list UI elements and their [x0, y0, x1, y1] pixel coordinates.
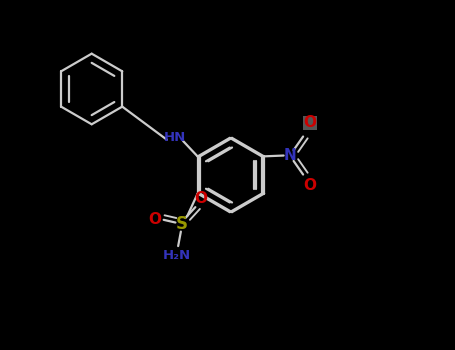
Text: N: N [283, 148, 296, 163]
Text: HN: HN [164, 131, 186, 144]
Text: O: O [303, 116, 316, 131]
Text: O: O [303, 178, 316, 193]
Text: O: O [148, 212, 161, 227]
Text: S: S [176, 215, 188, 233]
FancyBboxPatch shape [303, 116, 317, 130]
Text: O: O [194, 191, 207, 206]
Text: H₂N: H₂N [162, 248, 190, 262]
